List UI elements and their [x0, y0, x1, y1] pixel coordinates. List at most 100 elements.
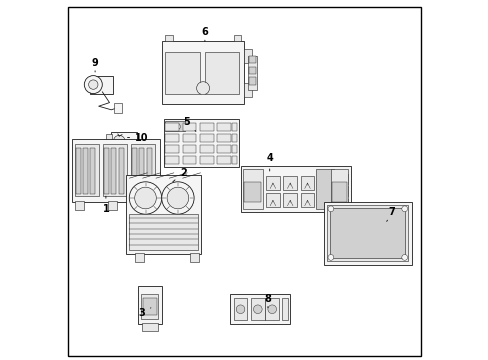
Bar — [281, 298, 287, 320]
Circle shape — [167, 187, 188, 209]
Bar — [231, 123, 237, 131]
Text: 9: 9 — [92, 58, 98, 72]
Bar — [316, 169, 334, 209]
Bar — [337, 174, 347, 184]
Bar — [200, 123, 213, 131]
Bar — [190, 253, 199, 262]
Circle shape — [84, 76, 102, 94]
Bar — [165, 156, 179, 164]
Bar — [200, 134, 213, 142]
Bar — [142, 298, 157, 315]
Bar — [111, 132, 136, 152]
Circle shape — [162, 182, 194, 214]
Bar — [323, 202, 411, 265]
Bar — [231, 156, 237, 164]
Bar — [140, 201, 149, 210]
Bar — [265, 193, 279, 207]
Bar — [231, 134, 237, 142]
Text: 1: 1 — [102, 196, 109, 214]
Circle shape — [401, 255, 407, 260]
Bar — [200, 156, 213, 164]
Bar — [182, 156, 196, 164]
Circle shape — [253, 305, 262, 314]
Bar — [141, 294, 158, 319]
Circle shape — [175, 124, 180, 129]
Bar — [165, 134, 179, 142]
Text: 3: 3 — [138, 308, 151, 318]
Circle shape — [236, 305, 244, 314]
Text: 10: 10 — [127, 132, 148, 143]
Bar — [233, 298, 247, 320]
Bar — [83, 148, 88, 194]
Bar — [90, 148, 95, 194]
Circle shape — [134, 187, 156, 209]
Bar — [249, 77, 255, 85]
Circle shape — [401, 206, 407, 212]
Bar — [114, 103, 122, 113]
Bar — [165, 121, 185, 131]
Bar — [233, 35, 241, 41]
Bar — [125, 175, 201, 254]
Bar — [118, 148, 123, 194]
Bar — [326, 205, 407, 261]
Bar — [217, 123, 230, 131]
Text: 7: 7 — [386, 207, 395, 221]
Circle shape — [267, 305, 276, 314]
Bar — [230, 294, 289, 324]
Bar — [102, 144, 127, 196]
Bar — [165, 145, 179, 153]
Bar — [163, 119, 239, 167]
Bar — [104, 148, 109, 194]
Bar — [72, 139, 160, 202]
Bar — [106, 134, 112, 147]
Bar — [111, 148, 116, 194]
Bar — [249, 67, 255, 74]
Bar — [244, 182, 261, 202]
Bar — [182, 134, 196, 142]
Text: 8: 8 — [264, 294, 271, 308]
Bar — [249, 56, 255, 63]
Bar — [330, 169, 347, 209]
Circle shape — [327, 206, 333, 212]
Bar — [139, 148, 144, 194]
Bar — [231, 145, 237, 153]
Bar — [138, 286, 162, 324]
Bar — [142, 323, 158, 331]
Bar — [265, 298, 279, 320]
Bar — [329, 208, 405, 258]
Bar — [244, 49, 251, 63]
Bar — [130, 144, 155, 196]
Bar — [300, 193, 314, 207]
Bar — [75, 201, 84, 210]
Circle shape — [113, 135, 125, 147]
Bar — [204, 52, 239, 94]
Bar — [182, 145, 196, 153]
Circle shape — [88, 80, 98, 89]
Bar — [250, 298, 264, 320]
Bar — [217, 134, 230, 142]
Bar — [331, 182, 346, 202]
Circle shape — [129, 182, 162, 214]
Bar — [337, 199, 347, 209]
Bar — [217, 145, 230, 153]
Bar — [182, 123, 196, 131]
Bar — [244, 83, 251, 97]
Bar — [241, 166, 350, 212]
Bar — [134, 253, 143, 262]
Text: 4: 4 — [266, 153, 272, 171]
Bar — [129, 214, 197, 250]
Bar — [247, 56, 257, 90]
Text: 5: 5 — [183, 117, 196, 131]
Bar — [165, 52, 199, 94]
Bar — [283, 176, 296, 190]
Text: 2: 2 — [172, 168, 186, 182]
Bar — [89, 76, 113, 94]
Bar — [107, 201, 117, 210]
Circle shape — [327, 255, 333, 260]
Circle shape — [170, 124, 175, 129]
Bar — [200, 145, 213, 153]
Bar — [300, 176, 314, 190]
Bar — [146, 148, 151, 194]
Bar — [165, 35, 172, 41]
Bar — [162, 41, 244, 104]
